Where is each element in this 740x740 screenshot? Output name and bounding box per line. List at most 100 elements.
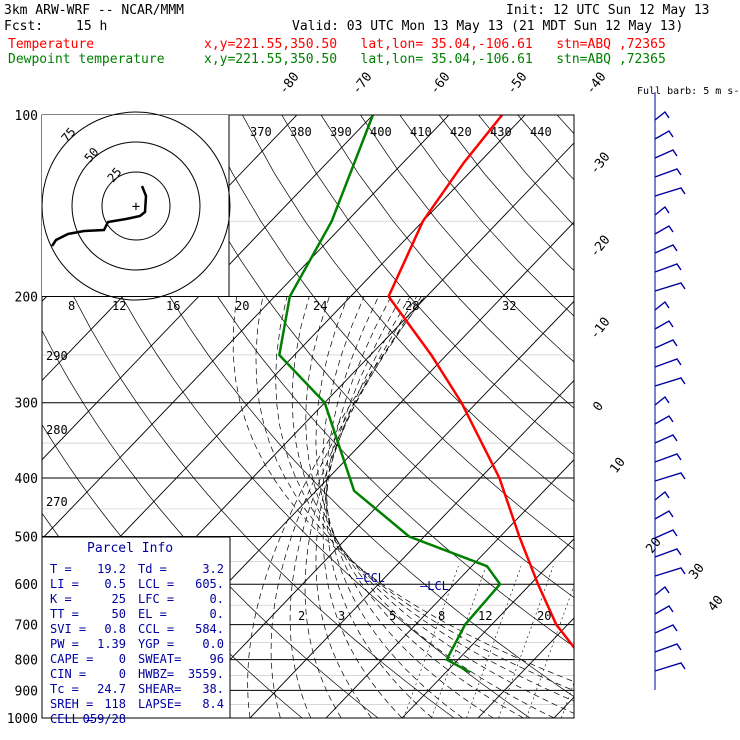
dry-adiabat-line [320, 115, 574, 409]
dry-adiabat-line [242, 115, 574, 503]
direction-label: 280 [46, 423, 68, 437]
mixing-ratio-line [403, 566, 459, 718]
wind-barb [654, 168, 682, 178]
parcel-row-value: 38. [202, 682, 224, 696]
wind-barb [654, 149, 678, 159]
parcel-info-title: Parcel Info [87, 541, 173, 556]
wind-barb [654, 624, 678, 634]
parcel-row-value: 0.5 [104, 577, 126, 591]
wind-barb [654, 662, 686, 672]
isotherm-tick-label: -40 [583, 70, 609, 98]
theta-label: 420 [450, 125, 472, 139]
parcel-info-box [41, 536, 231, 719]
wind-barb [654, 263, 682, 273]
dry-adiabat-line [163, 115, 574, 599]
moist-adiabat-line [315, 296, 524, 718]
parcel-row-value: 25 [112, 592, 126, 606]
parcel-row-label: HWBZ= [138, 667, 174, 681]
isotherm-line [553, 696, 574, 718]
theta-label: 440 [530, 125, 552, 139]
direction-label: 270 [46, 495, 68, 509]
dry-adiabat-line [715, 115, 740, 718]
dry-adiabat-line [45, 115, 531, 718]
isotherm-tick-label: -80 [276, 70, 302, 98]
wind-speed-label: 32 [502, 299, 516, 313]
mixing-ratio-line [561, 681, 574, 718]
theta-label: 390 [330, 125, 352, 139]
wind-barb [654, 585, 670, 596]
isotherm-line [630, 115, 740, 718]
wind-barb [654, 110, 670, 121]
wind-barb [654, 225, 674, 235]
parcel-row-label: SWEAT= [138, 652, 181, 666]
isotherm-tick-label: 20 [643, 535, 664, 557]
isotherm-line [42, 115, 374, 461]
wind-barb [654, 415, 674, 425]
wind-barb [654, 529, 678, 539]
wind-barb [654, 548, 682, 558]
wind-barb [654, 320, 674, 330]
dry-adiabat-line [360, 115, 574, 363]
dry-adiabat-line [438, 115, 574, 271]
isotherm-tick-label: 10 [607, 455, 628, 477]
pressure-tick-label: 100 [15, 109, 38, 124]
parcel-row-label: LI = [50, 577, 79, 591]
parcel-row-value: 24.7 [97, 682, 126, 696]
wind-barb [654, 567, 686, 577]
parcel-row-label: LFC = [138, 592, 174, 606]
pressure-tick-label: 1000 [7, 712, 38, 727]
moist-adiabat-line [275, 296, 574, 702]
plot-frame [41, 114, 575, 719]
parcel-row-value: 8.4 [202, 697, 224, 711]
isotherm-line [401, 538, 574, 718]
wind-barb [654, 282, 686, 292]
moist-adiabat-line [270, 296, 425, 718]
mixing-ratio-line [431, 566, 487, 718]
isotherm-tick-label: -60 [427, 70, 453, 98]
parcel-row-label: LAPSE= [138, 697, 181, 711]
pressure-tick-label: 300 [15, 397, 38, 412]
dry-adiabat-line [517, 115, 574, 181]
moist-adiabat-line [232, 296, 574, 683]
mixing-ratio-label: 12 [478, 609, 492, 623]
wind-barb [654, 300, 670, 311]
hodograph-center-marker: + [132, 199, 140, 215]
isotherm-line [477, 617, 574, 718]
wind-barb [654, 643, 682, 653]
isotherm-tick-label: -50 [504, 70, 530, 98]
wind-barb [654, 395, 670, 406]
plot-area [42, 115, 740, 718]
hodograph-trace [50, 185, 148, 247]
wind-speed-label: 16 [166, 299, 180, 313]
wind-speed-label: 20 [235, 299, 249, 313]
parcel-row-value: 0 [119, 652, 126, 666]
pressure-tick-label: 700 [15, 619, 38, 634]
pressure-tick-label: 900 [15, 684, 38, 699]
moist-adiabat-line [255, 296, 574, 692]
moist-adiabat-line [247, 296, 425, 718]
dry-adiabat-line [636, 115, 740, 718]
parcel-row-value: 0. [210, 592, 224, 606]
parcel-row-value: 118 [104, 697, 126, 711]
forecast-label: Fcst: [4, 19, 44, 34]
dry-adiabat-line [281, 115, 574, 455]
parcel-row-value: 0. [210, 607, 224, 621]
parcel-row-value: 19.2 [97, 562, 126, 576]
dewpoint-legend-label: Dewpoint temperature [8, 52, 165, 67]
parcel-row-value: 0 [119, 667, 126, 681]
wind-speed-label: 8 [68, 299, 75, 313]
isotherm-line [173, 300, 574, 718]
moist-adiabat-line [315, 296, 411, 718]
parcel-row-value: 0.0 [202, 637, 224, 651]
isotherm-tick-label: 30 [686, 561, 707, 583]
isotherm-line [249, 379, 574, 718]
dewpoint-profile [277, 115, 502, 674]
ccl-level-label: —CCL [356, 571, 385, 585]
temperature-legend-label: Temperature [8, 37, 95, 52]
parcel-row-label: YGP = [138, 637, 174, 651]
dry-adiabat-line [556, 115, 574, 135]
pressure-tick-label: 500 [15, 530, 38, 545]
dry-adiabat-line [478, 115, 574, 226]
wind-barb [654, 130, 674, 140]
parcel-row-value: 605. [195, 577, 224, 591]
